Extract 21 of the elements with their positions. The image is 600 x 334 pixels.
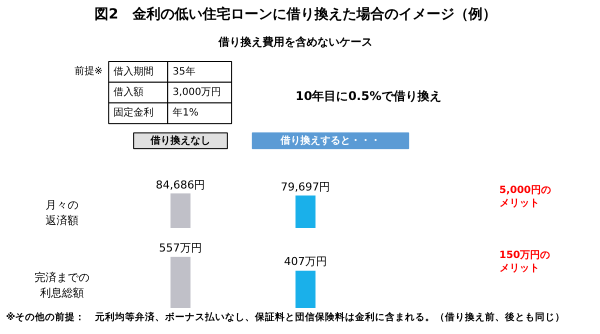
data-label: 84,686円	[156, 178, 206, 192]
text: 前提※	[74, 64, 103, 77]
data-label: 557万円	[159, 241, 202, 254]
y-axis-title: 完済までの利息総額	[34, 270, 90, 300]
text: 借入額	[114, 86, 144, 98]
text: 年1%	[172, 106, 198, 119]
y-axis-title: 月々の返済額	[45, 198, 78, 228]
x-tick-label: 借り換えなし	[150, 134, 210, 146]
text: 5,000円のメリット	[499, 184, 551, 210]
text: 3,000万円	[172, 87, 222, 98]
text: 150万円のメリット	[499, 250, 550, 274]
text: 固定金利	[114, 106, 154, 119]
chart-title: 図2 金利の低い住宅ローンに借り換えた場合のイメージ（例）	[94, 5, 496, 22]
data-label: 79,697円	[280, 180, 330, 194]
text: 10年目に0.5%で借り換え	[296, 89, 442, 104]
x-tick-label: 借り換えすると・・・	[280, 134, 380, 146]
text: 借入期間	[114, 65, 154, 78]
data-label: 407万円	[284, 255, 327, 268]
text: 35年	[172, 65, 196, 78]
chart-subtitle: 借り換え費用を含めないケース	[218, 35, 372, 48]
text: ※その他の前提： 元利均等弁済、ボーナス払いなし、保証料と団信保険料は金利に含まれる。（借り換え前、後とも同じ）	[6, 311, 566, 325]
